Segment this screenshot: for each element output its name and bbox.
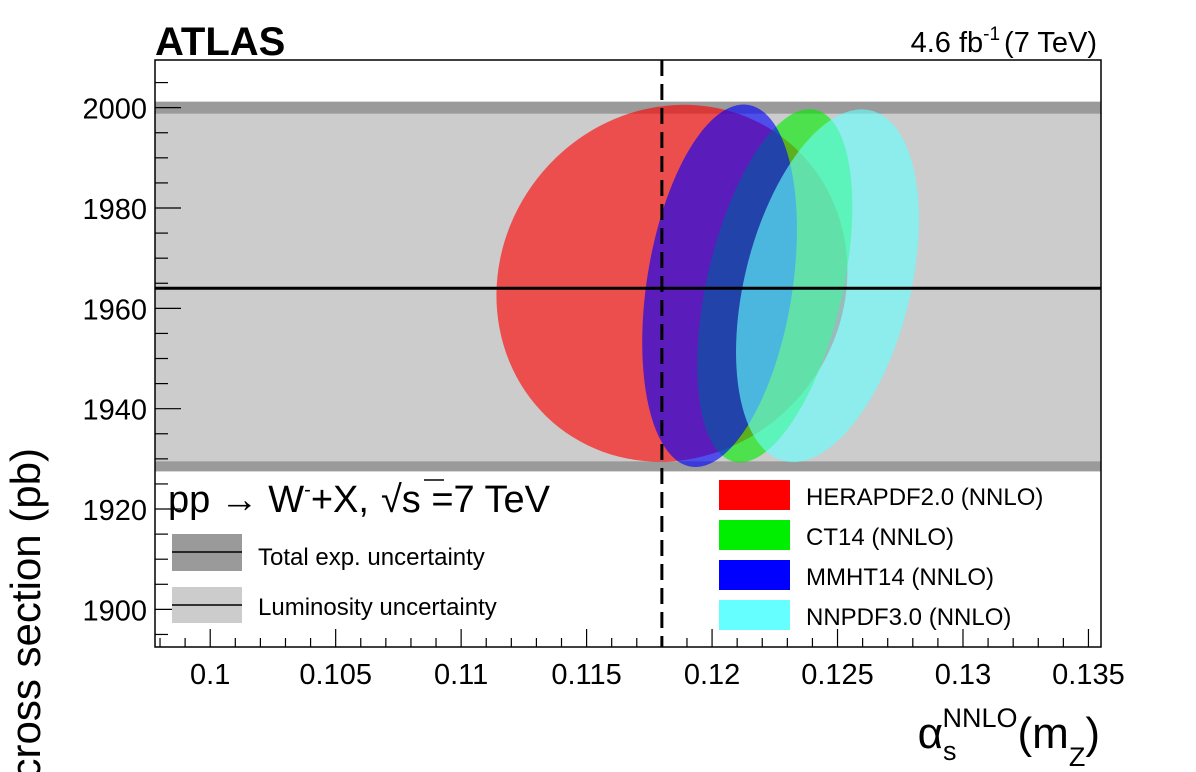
- y-axis-title: cross section (pb): [2, 448, 49, 772]
- x-axis-title: αsNNLO(mZ): [918, 703, 1100, 772]
- y-tick-label: 1940: [82, 395, 147, 427]
- y-axis-tick-labels: 1900 1920 1940 1960 1980 2000: [82, 94, 147, 628]
- legend-label-ct14: CT14 (NNLO): [806, 524, 954, 551]
- x-tick-label: 0.115: [551, 659, 621, 691]
- x-tick-label: 0.125: [801, 659, 874, 691]
- legend-label-mmht14: MMHT14 (NNLO): [806, 564, 994, 591]
- legend-swatch-mmht14: [719, 560, 790, 590]
- total-uncertainty-band-lower: [155, 461, 1101, 472]
- legend-uncertainty: Total exp. uncertainty Luminosity uncert…: [172, 534, 497, 623]
- legend-pdf-sets: HERAPDF2.0 (NNLO) CT14 (NNLO) MMHT14 (NNLO…: [719, 480, 1043, 631]
- legend-swatch-ct14: [719, 520, 790, 550]
- x-tick-label: 0.1: [190, 659, 230, 691]
- legend-swatch-herapdf: [719, 480, 790, 510]
- y-tick-label: 1960: [82, 294, 147, 326]
- legend-lumi-label: Luminosity uncertainty: [258, 594, 497, 621]
- plot-frame: [154, 59, 1102, 648]
- legend-total-label: Total exp. uncertainty: [258, 544, 485, 571]
- x-tick-label: 0.11: [434, 659, 488, 691]
- ellipse-nnpdf: [736, 109, 919, 463]
- x-tick-label: 0.12: [684, 659, 740, 691]
- y-tick-label: 2000: [82, 94, 147, 126]
- legend-label-nnpdf: NNPDF3.0 (NNLO): [806, 604, 1011, 631]
- x-tick-label: 0.135: [1052, 659, 1125, 691]
- x-tick-label: 0.13: [935, 659, 991, 691]
- y-tick-label: 1920: [82, 495, 147, 527]
- legend-swatch-nnpdf: [719, 600, 790, 630]
- process-label: pp → W-+X, √s =7 TeV: [168, 479, 551, 521]
- svg-text:αsNNLO(mZ): αsNNLO(mZ): [918, 703, 1100, 772]
- pdf-ellipses: [496, 104, 919, 467]
- y-tick-label: 1980: [82, 194, 147, 226]
- experiment-label: ATLAS: [155, 20, 285, 64]
- legend-label-herapdf: HERAPDF2.0 (NNLO): [806, 484, 1043, 511]
- x-axis-tick-labels: 0.1 0.105 0.11 0.115 0.12 0.125 0.13 0.135: [190, 659, 1125, 691]
- y-axis-ticks: [155, 81, 181, 636]
- x-axis-ticks: [159, 629, 1090, 647]
- total-uncertainty-band-upper: [155, 101, 1101, 114]
- luminosity-label: 4.6 fb-1 (7 TeV): [911, 24, 1097, 59]
- x-tick-label: 0.105: [299, 659, 372, 691]
- y-tick-label: 1900: [82, 595, 147, 627]
